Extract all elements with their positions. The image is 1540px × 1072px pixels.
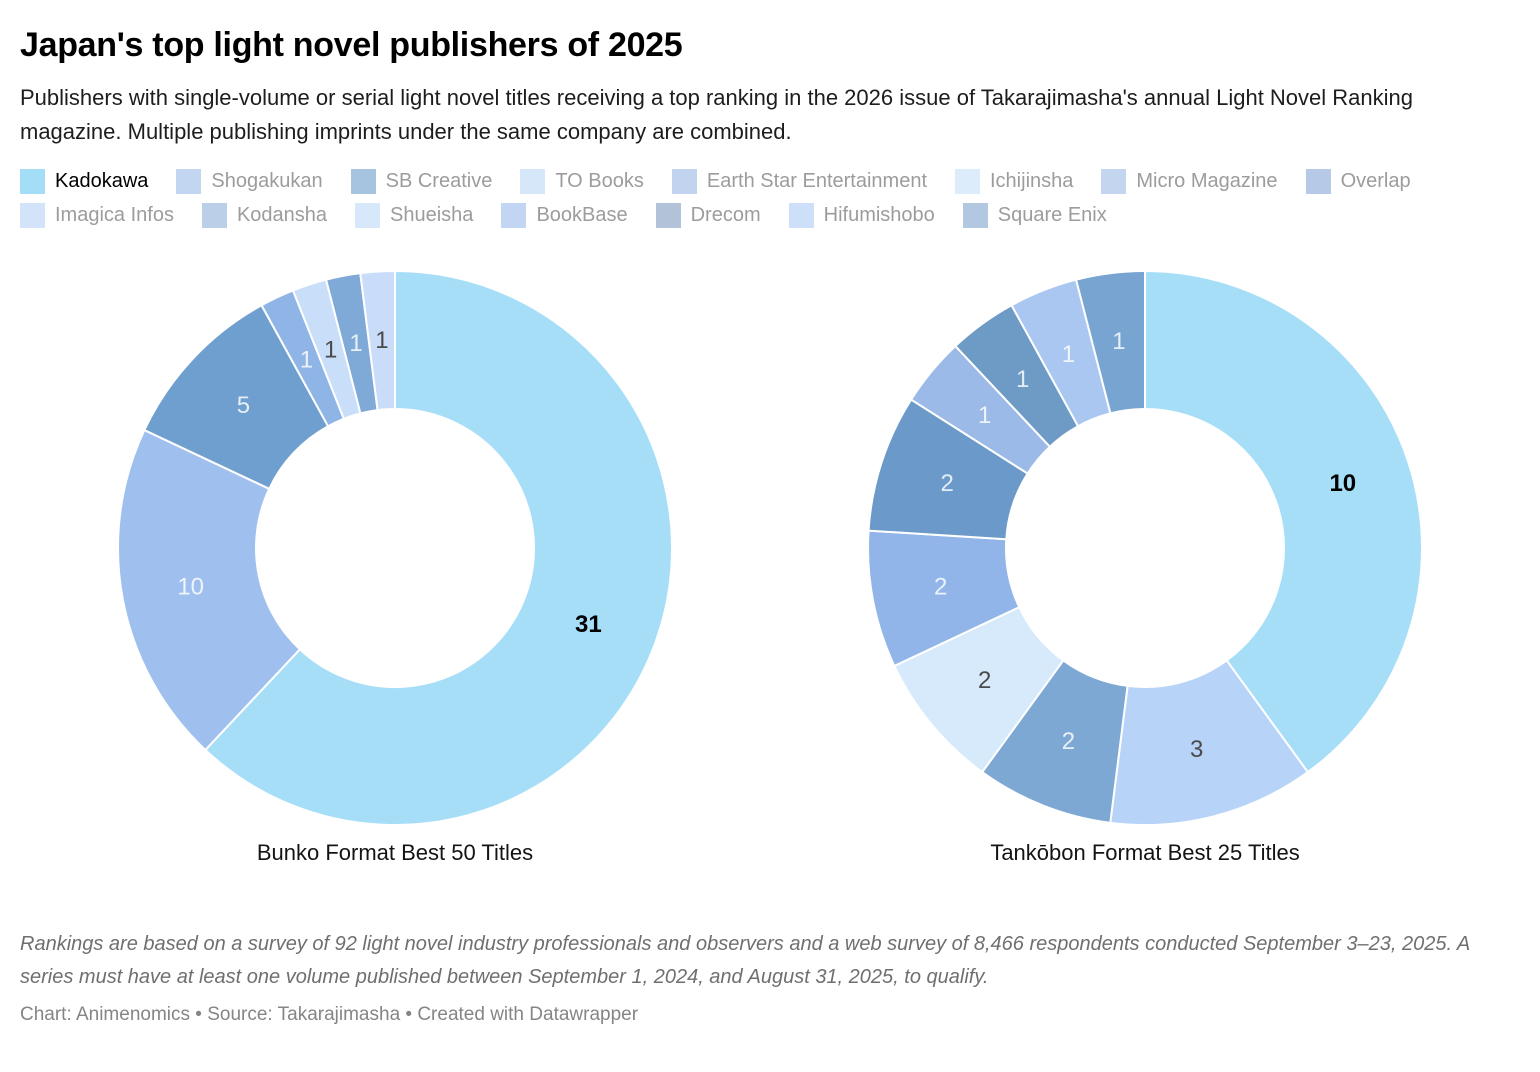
legend: Kadokawa Shogakukan SB Creative TO Books Ear… — [20, 169, 1520, 228]
chart-container: Japan's top light novel publishers of 20… — [20, 26, 1520, 1025]
bunko-donut-chart: 31 10 5 1 1 1 1 Bunko Format Best 50 Titles — [20, 270, 770, 866]
legend-item-kodansha[interactable]: Kodansha — [201, 203, 328, 228]
pie-slice-shogakukan[interactable] — [117, 429, 301, 751]
pie-slice-kodansha[interactable] — [1075, 270, 1146, 415]
pie-slice-kadokawa[interactable] — [1144, 270, 1423, 774]
legend-row-2: Imagica Infos Kodansha Shueisha BookBase Dre… — [20, 203, 1520, 228]
legend-swatch-sb-creative — [350, 169, 376, 194]
slice-value-label-ichijinsha: 2 — [978, 667, 991, 694]
byline: Chart: Animenomics • Source: Takarajimas… — [20, 1004, 639, 1025]
bunko-chart-caption: Bunko Format Best 50 Titles — [256, 840, 534, 865]
legend-label: Earth Star Entertainment — [706, 170, 927, 192]
legend-label: Drecom — [690, 204, 761, 226]
pie-slice-imagica-infos[interactable] — [359, 270, 396, 412]
slice-value-label-hifumishobo: 1 — [1062, 341, 1075, 368]
legend-item-earth-star-entertainment[interactable]: Earth Star Entertainment — [671, 169, 927, 194]
legend-label: Ichijinsha — [990, 170, 1074, 192]
legend-swatch-micro-magazine — [1101, 169, 1127, 194]
slice-value-label-kodansha: 1 — [1112, 328, 1125, 355]
legend-item-sb-creative[interactable]: SB Creative — [350, 169, 493, 194]
legend-row-1: Kadokawa Shogakukan SB Creative TO Books Ear… — [20, 169, 1520, 194]
legend-item-imagica-infos[interactable]: Imagica Infos — [20, 203, 174, 228]
legend-swatch-square-enix — [962, 203, 988, 228]
legend-swatch-hifumishobo — [788, 203, 814, 228]
slice-value-label-sb-creative: 5 — [237, 392, 250, 419]
legend-swatch-overlap — [1305, 169, 1331, 194]
legend-swatch-shueisha — [355, 203, 381, 228]
legend-swatch-to-books — [520, 169, 546, 194]
slice-value-label-micro-magazine: 1 — [978, 402, 991, 429]
legend-item-ichijinsha[interactable]: Ichijinsha — [955, 169, 1073, 194]
bunko-donut: 31 10 5 1 1 1 1 — [117, 270, 673, 826]
legend-label: Overlap — [1340, 170, 1411, 192]
slice-value-label-imagica-infos: 1 — [375, 327, 388, 354]
legend-label: Shueisha — [390, 204, 474, 226]
slice-value-label-bookbase: 1 — [300, 346, 313, 373]
legend-swatch-earth-star-entertainment — [671, 169, 697, 194]
legend-label: TO Books — [555, 170, 644, 192]
legend-swatch-kadokawa — [20, 169, 45, 194]
footnote: Rankings are based on a survey of 92 lig… — [20, 933, 1470, 988]
legend-item-hifumishobo[interactable]: Hifumishobo — [788, 203, 935, 228]
page-title: Japan's top light novel publishers of 20… — [20, 26, 683, 64]
slice-value-label-earth-star-entertainment: 2 — [934, 573, 947, 600]
legend-item-shueisha[interactable]: Shueisha — [355, 203, 473, 228]
slice-value-label-overlap: 1 — [349, 330, 362, 357]
legend-swatch-shogakukan — [176, 169, 202, 194]
legend-label: SB Creative — [385, 170, 493, 192]
charts-row: 31 10 5 1 1 1 1 Bunko Format Best 50 Titles 10… — [20, 270, 1520, 866]
legend-item-overlap[interactable]: Overlap — [1305, 169, 1411, 194]
tankobon-donut: 10 3 2 2 2 2 1 1 1 1 — [867, 270, 1423, 826]
legend-swatch-imagica-infos — [20, 203, 45, 228]
legend-label: BookBase — [536, 204, 628, 226]
legend-item-shogakukan[interactable]: Shogakukan — [176, 169, 323, 194]
legend-swatch-kodansha — [201, 203, 227, 228]
legend-label: Kadokawa — [55, 170, 149, 192]
pie-slice-kadokawa[interactable] — [204, 270, 673, 826]
legend-item-bookbase[interactable]: BookBase — [501, 203, 628, 228]
legend-item-square-enix[interactable]: Square Enix — [962, 203, 1107, 228]
tankobon-donut-chart: 10 3 2 2 2 2 1 1 1 1 Tankōbon Format Best 25 Titl… — [770, 270, 1520, 866]
pie-slice-to-books[interactable] — [1109, 659, 1309, 826]
legend-swatch-bookbase — [501, 203, 527, 228]
legend-item-drecom[interactable]: Drecom — [655, 203, 761, 228]
slice-value-label-shogakukan: 10 — [177, 573, 204, 600]
slice-value-label-to-books: 3 — [1190, 736, 1203, 763]
slice-value-label-kadokawa: 31 — [575, 611, 602, 638]
legend-label: Micro Magazine — [1136, 170, 1278, 192]
legend-item-kadokawa[interactable]: Kadokawa — [20, 169, 148, 194]
legend-label: Shogakukan — [211, 170, 323, 192]
tankobon-chart-caption: Tankōbon Format Best 25 Titles — [990, 840, 1300, 865]
legend-label: Imagica Infos — [55, 204, 174, 226]
slice-value-label-overlap: 2 — [1062, 728, 1075, 755]
legend-swatch-ichijinsha — [955, 169, 980, 194]
legend-label: Kodansha — [236, 204, 328, 226]
legend-item-micro-magazine[interactable]: Micro Magazine — [1101, 169, 1278, 194]
slice-value-label-kadokawa: 10 — [1329, 470, 1356, 497]
slice-value-label-shueisha: 1 — [324, 337, 337, 364]
legend-label: Hifumishobo — [823, 204, 935, 226]
chart-description: Publishers with single-volume or serial … — [20, 85, 1413, 144]
legend-swatch-drecom — [655, 203, 681, 228]
slice-value-label-square-enix: 1 — [1016, 366, 1029, 393]
slice-value-label-drecom: 2 — [941, 470, 954, 497]
legend-item-to-books[interactable]: TO Books — [520, 169, 644, 194]
legend-label: Square Enix — [997, 204, 1107, 226]
